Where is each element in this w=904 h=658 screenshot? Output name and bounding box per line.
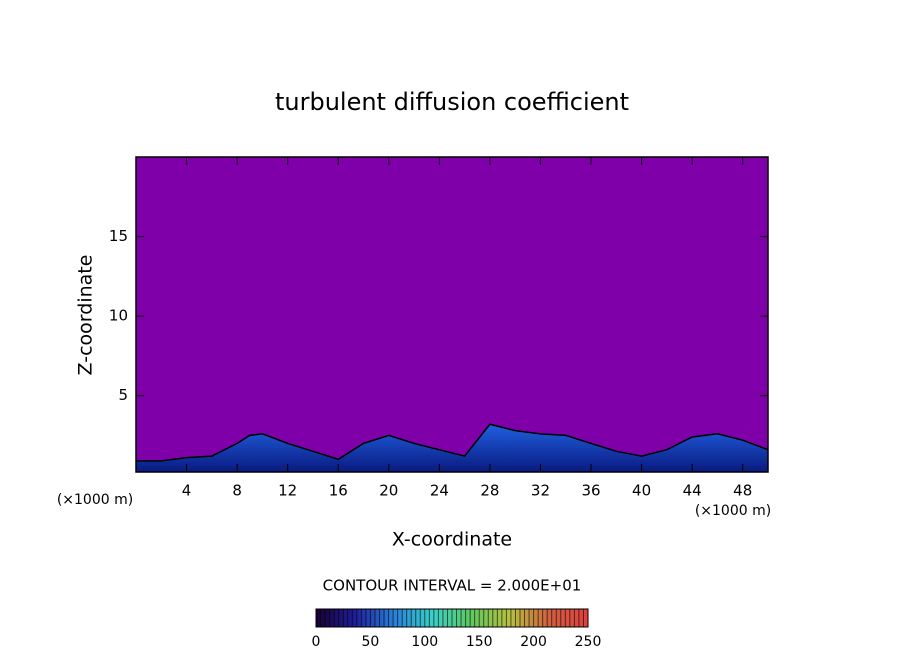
x-axis-label: X-coordinate <box>392 529 512 551</box>
x-unit-label: (×1000 m) <box>695 503 771 519</box>
x-tick-label: 48 <box>733 482 752 500</box>
x-tick-label: 44 <box>683 482 702 500</box>
x-tick-label: 24 <box>430 482 449 500</box>
turbulent-region <box>136 424 768 472</box>
colorbar-tick-label: 150 <box>466 634 493 650</box>
y-tick-label: 15 <box>109 227 128 245</box>
colorbar-tick-label: 200 <box>520 634 547 650</box>
colorbar-tick-label: 250 <box>575 634 602 650</box>
chart-title: turbulent diffusion coefficient <box>275 88 629 116</box>
y-tick-label: 10 <box>109 307 128 325</box>
x-tick-label: 28 <box>480 482 499 500</box>
contour-line <box>136 423 769 462</box>
y-tick-label: 5 <box>118 386 128 404</box>
colorbar-tick-label: 50 <box>361 634 379 650</box>
x-tick-label: 8 <box>232 482 242 500</box>
colorbar-tick-label: 0 <box>312 634 321 650</box>
plot-frame <box>135 156 769 473</box>
contour-interval: CONTOUR INTERVAL = 2.000E+01 <box>323 577 582 595</box>
y-axis-label: Z-coordinate <box>75 255 97 376</box>
y-unit-label: (×1000 m) <box>57 492 133 508</box>
x-tick-label: 16 <box>329 482 348 500</box>
x-tick-label: 40 <box>632 482 651 500</box>
x-tick-label: 32 <box>531 482 550 500</box>
x-tick-label: 36 <box>581 482 600 500</box>
x-tick-label: 4 <box>182 482 192 500</box>
x-tick-label: 20 <box>379 482 398 500</box>
plot-background <box>136 157 768 472</box>
x-tick-label: 12 <box>278 482 297 500</box>
colorbar-tick-label: 100 <box>411 634 438 650</box>
